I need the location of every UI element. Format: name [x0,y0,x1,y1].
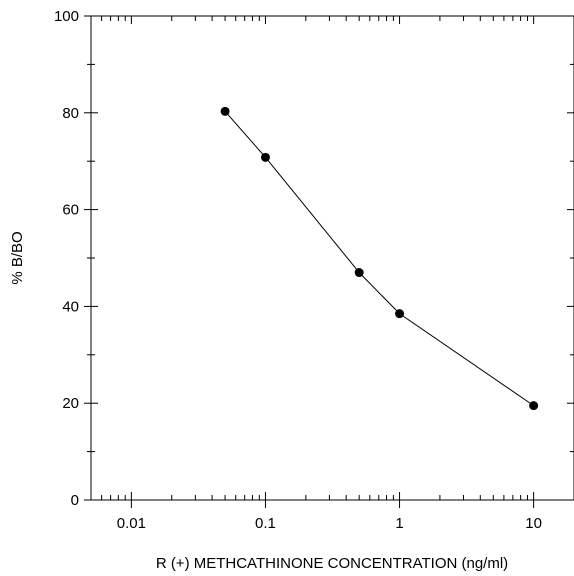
x-tick-label: 0.1 [255,515,276,532]
y-tick-label: 100 [54,8,79,25]
data-series [220,106,539,411]
x-tick-label: 10 [525,515,542,532]
y-tick-label: 40 [62,298,79,315]
y-tick-label: 20 [62,395,79,412]
y-tick-label: 0 [71,492,79,509]
data-point [260,152,270,162]
series-line [224,111,534,407]
data-point [395,309,405,319]
y-axis-title: % B/BO [9,231,26,284]
y-tick-label: 80 [62,105,79,122]
tick-labels: 0 20 40 60 80 100 0.01 0.1 1 10 [54,8,542,532]
x-axis-title: R (+) METHCATHINONE CONCENTRATION (ng/ml… [156,555,508,572]
data-point [354,268,364,278]
data-point [220,106,230,116]
x-tick-label: 0.01 [117,515,146,532]
data-point [529,401,539,411]
axis-ticks [84,15,574,508]
x-tick-label: 1 [395,515,403,532]
plot-frame [90,15,574,501]
y-tick-label: 60 [62,202,79,219]
